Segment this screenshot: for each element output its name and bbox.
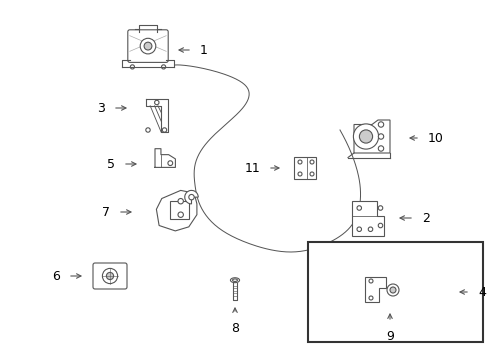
Circle shape [378,134,383,139]
Circle shape [154,100,159,105]
Circle shape [309,160,313,164]
FancyBboxPatch shape [127,30,168,62]
Circle shape [378,223,382,228]
Circle shape [130,65,134,69]
Circle shape [309,172,313,176]
Circle shape [102,269,117,284]
Text: 10: 10 [427,131,443,144]
Circle shape [389,287,395,293]
Circle shape [106,273,113,280]
Polygon shape [364,277,385,302]
Ellipse shape [230,278,239,283]
Text: 4: 4 [477,285,485,298]
Text: 1: 1 [200,44,207,57]
Ellipse shape [232,279,237,282]
Text: 8: 8 [230,322,239,335]
Circle shape [368,296,372,300]
Circle shape [356,206,361,210]
Polygon shape [353,120,389,153]
Circle shape [297,172,302,176]
Circle shape [378,122,383,127]
Circle shape [368,279,372,283]
Circle shape [140,38,156,54]
Polygon shape [351,201,384,235]
Circle shape [188,194,194,200]
Circle shape [145,128,150,132]
Text: 7: 7 [102,206,110,219]
Text: 3: 3 [97,102,105,114]
Circle shape [178,198,183,204]
Polygon shape [156,190,197,231]
Circle shape [378,146,383,151]
Bar [293,157,315,179]
Circle shape [162,128,166,132]
Text: 11: 11 [244,162,260,175]
Text: 6: 6 [52,270,60,283]
Circle shape [356,227,361,231]
Circle shape [378,206,382,210]
Circle shape [359,130,372,143]
Circle shape [161,65,165,69]
Bar [307,242,482,342]
Text: 2: 2 [421,212,429,225]
Circle shape [367,227,372,231]
Circle shape [353,124,378,149]
FancyBboxPatch shape [93,263,127,289]
Circle shape [144,42,152,50]
Wedge shape [184,190,198,204]
Circle shape [297,160,302,164]
Circle shape [167,161,172,166]
Circle shape [178,212,183,217]
Text: 9: 9 [385,330,393,343]
Bar [169,201,188,219]
Circle shape [386,284,398,296]
Text: 5: 5 [107,158,115,171]
